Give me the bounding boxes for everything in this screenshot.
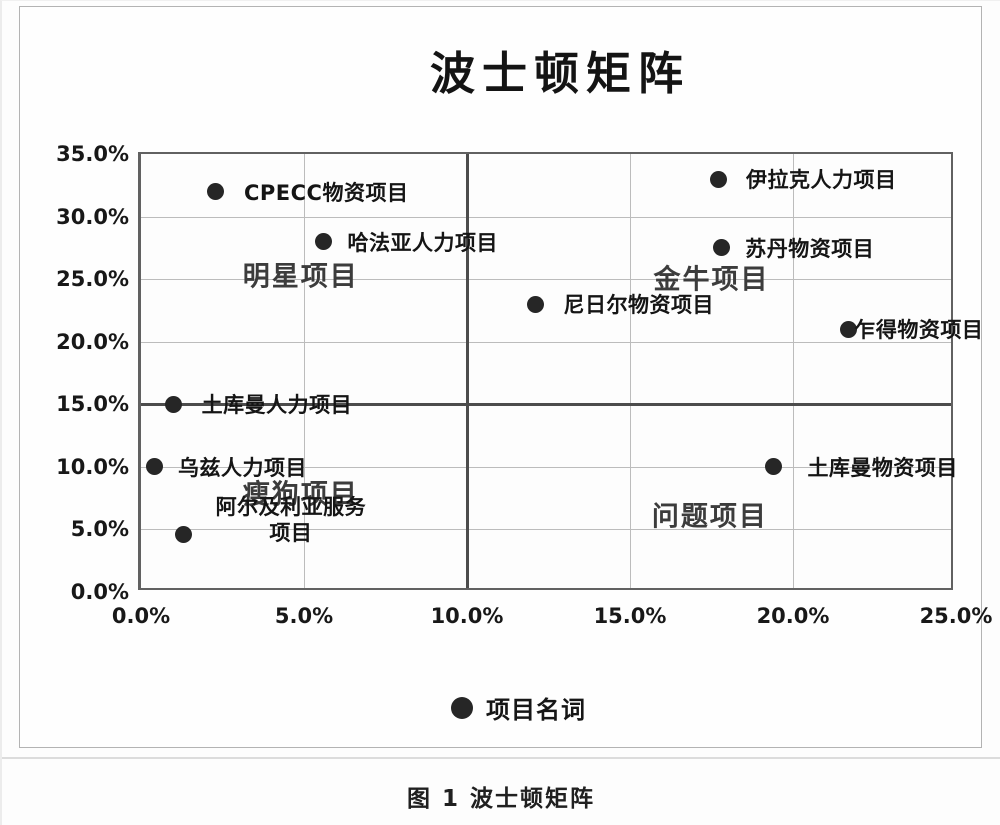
gridline-horizontal: [141, 466, 951, 468]
data-point-label: 土库曼人力项目: [201, 393, 353, 418]
data-point-marker: [145, 458, 163, 476]
legend-marker-dot-icon: [451, 696, 473, 719]
data-point-label: 哈法亚人力项目: [347, 230, 499, 255]
quadrant-label: 金牛项目: [653, 264, 770, 296]
data-point-label: 乌兹人力项目: [178, 455, 308, 480]
gridline-horizontal: [141, 216, 951, 218]
quadrant-label: 问题项目: [651, 501, 768, 533]
data-point-label: 苏丹物资项目: [745, 236, 875, 261]
figure-caption: 图 1 波士顿矩阵: [406, 786, 596, 812]
figure-separator-line: [2, 757, 1000, 759]
data-point-marker: [709, 170, 727, 188]
data-point-marker: [174, 525, 192, 543]
quadrant-label: 瘦狗项目: [242, 479, 359, 511]
y-tick-label: 5.0%: [70, 517, 129, 542]
chart-title: 波士顿矩阵: [429, 47, 690, 100]
y-tick-label: 25.0%: [56, 267, 129, 292]
quadrant-label: 明星项目: [242, 261, 359, 293]
data-point-label: CPECC物资项目: [243, 180, 409, 205]
x-tick-label: 20.0%: [756, 604, 830, 628]
data-point-marker: [839, 320, 857, 338]
data-point-marker: [526, 295, 544, 313]
x-tick-label: 5.0%: [274, 604, 334, 628]
data-point-label: 伊拉克人力项目: [746, 168, 897, 193]
y-tick-label: 0.0%: [70, 580, 129, 604]
chart-container: 波士顿矩阵 0.0% 5.0% 10.0% 15.0% 20.0% 25.0% 0.0% 5.…: [19, 6, 992, 748]
data-point-label: 阿尔及利亚服务 项目: [215, 495, 367, 546]
x-tick-label: 25.0%: [919, 604, 993, 628]
gridline-vertical: [630, 154, 631, 588]
quadrant-divider-vertical: [466, 154, 469, 588]
x-tick-label: 0.0%: [111, 604, 171, 628]
data-point-marker: [315, 233, 333, 251]
y-tick-label: 20.0%: [56, 329, 129, 354]
legend: 项目名词: [451, 690, 586, 725]
data-point-marker: [764, 458, 782, 476]
quadrant-divider-horizontal: [141, 403, 951, 407]
gridline-vertical: [793, 154, 794, 588]
gridline-horizontal: [141, 341, 951, 343]
data-point-label: 尼日尔物资项目: [563, 293, 714, 318]
plot-area: 0.0% 5.0% 10.0% 15.0% 20.0% 25.0% 0.0% 5.0% 10.0…: [56, 142, 992, 628]
data-point-label: 乍得物资项目: [854, 318, 984, 343]
gridline-vertical: [304, 154, 305, 588]
y-tick-label: 15.0%: [56, 392, 129, 417]
data-point-marker: [207, 183, 225, 201]
data-point-marker: [712, 239, 730, 257]
gridline-horizontal: [141, 279, 951, 281]
data-point-label: 土库曼物资项目: [807, 455, 958, 480]
y-tick-label: 30.0%: [56, 204, 129, 229]
y-tick-label: 35.0%: [56, 142, 129, 166]
x-tick-label: 15.0%: [593, 604, 667, 628]
gridline-horizontal: [141, 529, 951, 531]
data-point-marker: [165, 395, 183, 413]
legend-label: 项目名词: [486, 696, 586, 724]
x-tick-label: 10.0%: [430, 604, 504, 628]
y-tick-label: 10.0%: [56, 454, 129, 479]
